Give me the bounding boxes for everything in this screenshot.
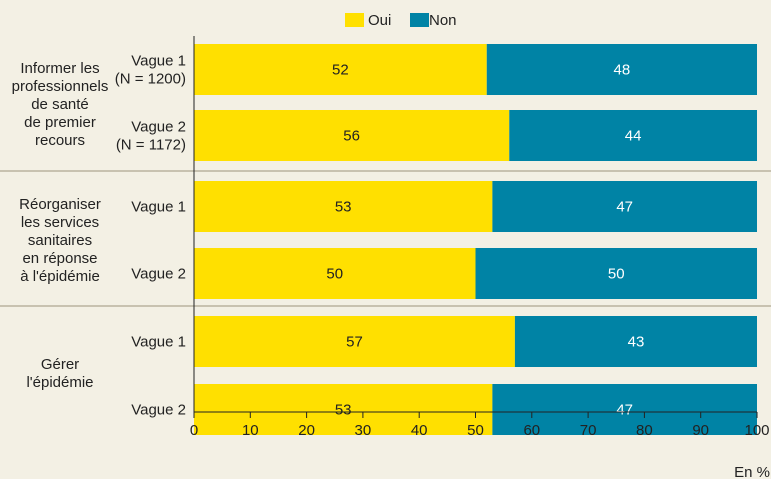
category-labels: Vague 1(N = 1200)Vague 2(N = 1172)Inform… (12, 53, 186, 419)
x-tick-label: 90 (692, 422, 709, 439)
bar-label: Vague 2 (131, 119, 186, 136)
legend-label-oui: Oui (368, 12, 391, 29)
group-label: l'épidémie (26, 374, 93, 391)
bar-non (509, 110, 757, 161)
group-label: de santé (31, 96, 89, 113)
x-tick-label: 100 (744, 422, 769, 439)
x-tick-label: 0 (190, 422, 198, 439)
data-label-non: 47 (616, 402, 633, 419)
bar-label: (N = 1200) (115, 71, 186, 88)
bar-oui (194, 110, 510, 161)
x-tick-label: 30 (355, 422, 372, 439)
x-tick-label: 60 (523, 422, 540, 439)
bar-label: Vague 1 (131, 334, 186, 351)
data-label-oui: 53 (335, 199, 352, 216)
bar-label: (N = 1172) (116, 137, 186, 154)
bar-label: Vague 1 (131, 199, 186, 216)
x-tick-label: 80 (636, 422, 653, 439)
data-label-non: 47 (616, 199, 633, 216)
legend-swatch-oui (345, 13, 364, 27)
bar-oui (194, 248, 476, 299)
bar-oui (194, 316, 515, 367)
x-tick-label: 70 (580, 422, 597, 439)
data-label-oui: 56 (343, 128, 360, 145)
bar-non (492, 384, 757, 435)
data-label-non: 48 (614, 62, 631, 79)
group-label: professionnels (12, 78, 109, 95)
x-axis-unit: En % (734, 464, 770, 479)
group-label: Gérer (41, 356, 79, 373)
group-label: Informer les (20, 60, 99, 77)
data-label-non: 50 (608, 266, 625, 283)
legend-label-non: Non (429, 12, 457, 29)
group-label: en réponse (22, 250, 97, 267)
x-tick-label: 40 (411, 422, 428, 439)
bar-oui (194, 384, 493, 435)
group-label: à l'épidémie (20, 268, 100, 285)
data-label-oui: 52 (332, 62, 349, 79)
legend-swatch-non (410, 13, 429, 27)
x-tick-label: 50 (467, 422, 484, 439)
x-tick-label: 20 (298, 422, 315, 439)
bar-oui (194, 44, 487, 95)
data-label-non: 43 (628, 334, 645, 351)
data-label-oui: 57 (346, 334, 363, 351)
bars-area: 52 48 56 44 53 47 50 50 57 43 53 47 (194, 44, 757, 435)
bar-label: Vague 2 (131, 402, 186, 419)
bar-oui (194, 181, 493, 232)
data-label-non: 44 (625, 128, 642, 145)
data-label-oui: 53 (335, 402, 352, 419)
bar-non (475, 248, 757, 299)
legend: Oui Non (345, 12, 457, 29)
bar-non (514, 316, 757, 367)
group-label: recours (35, 132, 85, 149)
group-label: de premier (24, 114, 96, 131)
group-separators (0, 170, 771, 307)
bar-label: Vague 1 (131, 53, 186, 70)
x-axis: 0 10 20 30 40 50 60 70 80 90 100 En % (190, 36, 770, 479)
group-label: les services (21, 214, 99, 231)
data-label-oui: 50 (326, 266, 343, 283)
group-label: Réorganiser (19, 196, 101, 213)
group-label: sanitaires (28, 232, 92, 249)
bar-non (492, 181, 757, 232)
bar-label: Vague 2 (131, 266, 186, 283)
bar-non (486, 44, 757, 95)
x-tick-label: 10 (242, 422, 259, 439)
